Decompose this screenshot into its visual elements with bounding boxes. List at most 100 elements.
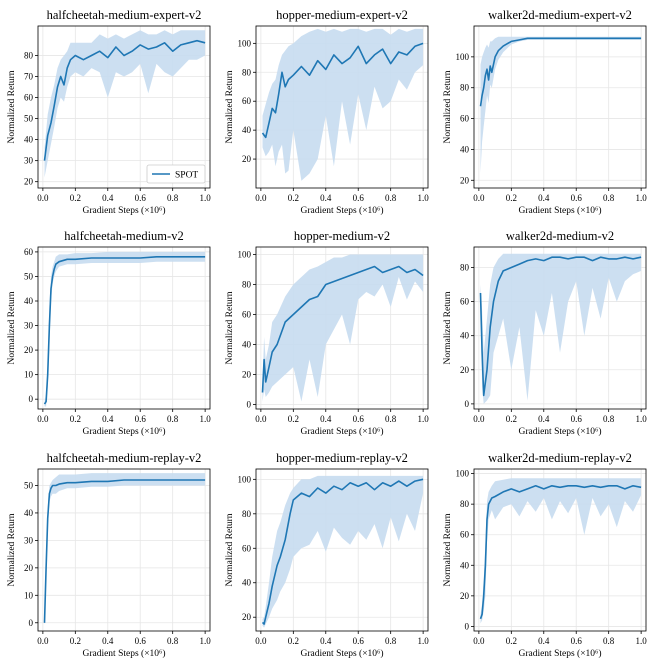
y-tick-label: 100 [238, 38, 252, 48]
chart-panel-0: 0.0 0.2 0.4 0.6 0.8 1.0 20 30 40 50 60 70 80 halfchee… [7, 8, 211, 216]
y-tick-label: 0 [29, 394, 34, 404]
x-axis-label: Gradient Steps (×10⁶) [82, 426, 165, 437]
y-tick-label: 0 [465, 399, 470, 409]
x-tick-label: 0.0 [37, 414, 49, 424]
y-tick-label: 20 [242, 154, 252, 164]
legend-label: SPOT [175, 171, 198, 181]
x-tick-label: 0.2 [506, 193, 517, 203]
y-axis-label: Normalized Return [7, 291, 17, 364]
x-tick-label: 0.0 [473, 636, 485, 646]
y-axis-label: Normalized Return [7, 513, 17, 586]
axes-frame [37, 468, 211, 632]
series-line-spot [43, 479, 206, 623]
y-tick-label: 80 [24, 50, 34, 60]
x-tick-label: 0.0 [255, 636, 267, 646]
x-tick-label: 0.0 [37, 193, 49, 203]
y-tick-label: 40 [242, 340, 252, 350]
series-line-spot [479, 256, 642, 397]
chart-panel-1: 0.0 0.2 0.4 0.6 0.8 1.0 20 40 60 80 100 hopper-medi… [225, 8, 429, 216]
x-tick-label: 0.4 [102, 636, 114, 646]
y-tick-label: 60 [24, 247, 34, 257]
series-band-spot [480, 253, 642, 404]
chart-panel-4: 0.0 0.2 0.4 0.6 0.8 1.0 0 20 40 60 80 100 hopper-med… [225, 229, 429, 437]
axes-frame [473, 468, 647, 632]
x-tick-label: 0.2 [288, 636, 299, 646]
x-tick-label: 0.8 [603, 414, 615, 424]
series-band-spot [44, 251, 206, 407]
x-tick-label: 0.2 [288, 414, 299, 424]
chart-title: hopper-medium-replay-v2 [276, 451, 408, 465]
x-axis-label: Gradient Steps (×10⁶) [518, 426, 601, 437]
x-tick-label: 0.4 [538, 193, 550, 203]
axes-frame [37, 25, 211, 189]
x-tick-label: 0.6 [135, 636, 147, 646]
x-tick-label: 0.0 [255, 193, 267, 203]
x-tick-label: 0.2 [506, 636, 517, 646]
series-line-spot [43, 255, 206, 405]
y-axis-label: Normalized Return [443, 70, 453, 143]
x-tick-label: 0.8 [385, 636, 397, 646]
x-tick-label: 0.4 [102, 193, 114, 203]
y-tick-label: 50 [24, 114, 34, 124]
y-tick-label: 30 [24, 535, 34, 545]
x-tick-label: 0.8 [385, 414, 397, 424]
y-axis-label: Normalized Return [225, 70, 235, 143]
x-tick-label: 0.0 [473, 414, 485, 424]
y-tick-label: 100 [456, 52, 470, 62]
series-band-spot [262, 254, 424, 402]
x-tick-label: 0.6 [353, 193, 365, 203]
x-tick-label: 0.6 [135, 193, 147, 203]
x-tick-label: 0.6 [571, 636, 583, 646]
y-tick-label: 40 [460, 560, 470, 570]
y-tick-label: 80 [460, 499, 470, 509]
y-tick-label: 20 [242, 370, 252, 380]
x-tick-label: 0.2 [70, 636, 81, 646]
x-tick-label: 0.0 [255, 414, 267, 424]
y-tick-label: 80 [242, 67, 252, 77]
y-tick-label: 20 [460, 175, 470, 185]
x-tick-label: 1.0 [636, 636, 648, 646]
y-axis-label: Normalized Return [7, 70, 17, 143]
x-axis-label: Gradient Steps (×10⁶) [300, 426, 383, 437]
x-tick-label: 1.0 [200, 636, 212, 646]
x-tick-label: 1.0 [200, 414, 212, 424]
y-tick-label: 0 [29, 618, 34, 628]
x-tick-label: 0.2 [70, 414, 81, 424]
axes-frame [473, 25, 647, 189]
x-tick-label: 1.0 [636, 193, 648, 203]
y-tick-label: 60 [242, 310, 252, 320]
chart-title: hopper-medium-v2 [294, 229, 390, 243]
x-tick-label: 0.4 [102, 414, 114, 424]
y-tick-label: 20 [24, 345, 34, 355]
chart-title: walker2d-medium-replay-v2 [488, 451, 632, 465]
y-tick-label: 80 [242, 509, 252, 519]
chart-title: walker2d-medium-v2 [506, 229, 614, 243]
y-tick-label: 60 [242, 543, 252, 553]
y-tick-label: 40 [24, 508, 34, 518]
y-tick-label: 30 [24, 321, 34, 331]
y-axis-label: Normalized Return [225, 513, 235, 586]
x-tick-label: 0.8 [603, 636, 615, 646]
y-tick-label: 40 [24, 135, 34, 145]
chart-title: walker2d-medium-expert-v2 [488, 8, 632, 22]
chart-panel-7: 0.0 0.2 0.4 0.6 0.8 1.0 20 40 60 80 100 hopper-medi… [225, 451, 429, 659]
y-tick-label: 100 [238, 250, 252, 260]
x-axis-label: Gradient Steps (×10⁶) [518, 205, 601, 216]
y-tick-label: 80 [242, 280, 252, 290]
y-tick-label: 100 [456, 469, 470, 479]
chart-panel-3: 0.0 0.2 0.4 0.6 0.8 1.0 0 10 20 30 40 50 60 halfcheet… [7, 229, 211, 437]
x-tick-label: 1.0 [418, 636, 430, 646]
x-tick-label: 0.4 [320, 414, 332, 424]
x-tick-label: 0.6 [135, 414, 147, 424]
y-tick-label: 10 [24, 590, 34, 600]
axes-frame [255, 468, 429, 632]
chart-title: hopper-medium-expert-v2 [276, 8, 408, 22]
x-tick-label: 0.6 [353, 636, 365, 646]
x-tick-label: 0.6 [571, 193, 583, 203]
x-tick-label: 0.8 [603, 193, 615, 203]
y-tick-label: 70 [24, 71, 34, 81]
y-tick-label: 60 [460, 114, 470, 124]
chart-panel-8: 0.0 0.2 0.4 0.6 0.8 1.0 0 20 40 60 80 100 walker2d-m… [443, 451, 647, 659]
y-tick-label: 50 [24, 271, 34, 281]
